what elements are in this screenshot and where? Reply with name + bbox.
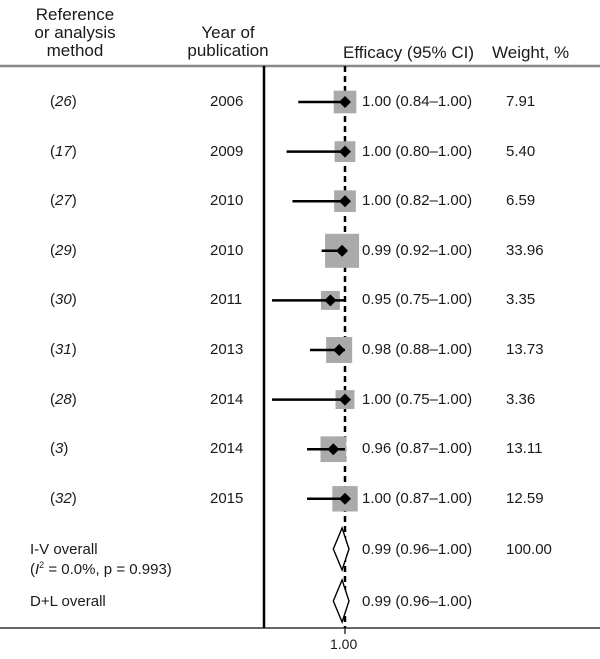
study-ci-text: 1.00 (0.80–1.00)	[362, 142, 473, 160]
point-estimate	[339, 145, 351, 158]
study-year: 2010	[210, 192, 244, 210]
point-estimate	[336, 244, 349, 257]
overall-iv-heterogeneity: (I2 = 0.0%, p = 0.993)	[30, 560, 172, 578]
study-weight: 7.91	[506, 93, 536, 110]
study-reference: (17)	[50, 142, 77, 160]
study-ci-text: 0.95 (0.75–1.00)	[362, 291, 473, 309]
overall-dl-ci-text: 0.99 (0.96–1.00)	[362, 593, 473, 610]
header-reference-line3: method	[46, 41, 104, 60]
study-ci-text: 1.00 (0.84–1.00)	[362, 93, 473, 110]
study-ci-text: 0.96 (0.87–1.00)	[362, 440, 473, 458]
study-weight: 5.40	[506, 142, 536, 160]
point-estimate	[339, 492, 351, 505]
study-year: 2011	[210, 291, 243, 309]
header-reference: Reference or analysis method	[6, 6, 144, 60]
study-year: 2010	[210, 241, 244, 259]
study-reference: (30)	[50, 291, 77, 309]
study-year: 2009	[210, 142, 244, 160]
study-ci-text: 1.00 (0.87–1.00)	[362, 489, 473, 507]
study-weight: 6.59	[506, 192, 536, 210]
study-weight: 3.36	[506, 390, 536, 408]
study-ci-text: 1.00 (0.82–1.00)	[362, 192, 473, 210]
study-weight: 13.11	[506, 440, 543, 458]
overall-iv-weight: 100.00	[506, 541, 552, 558]
point-estimate	[339, 393, 351, 406]
study-year: 2006	[210, 93, 244, 110]
header-reference-line1: Reference	[35, 5, 115, 24]
point-estimate	[339, 195, 351, 208]
study-ci-text: 0.98 (0.88–1.00)	[362, 341, 473, 358]
study-reference: (29)	[50, 241, 77, 259]
overall-dl-label: D+L overall	[30, 593, 106, 610]
study-year: 2014	[210, 390, 244, 408]
study-ci-text: 0.99 (0.92–1.00)	[362, 241, 473, 259]
overall-iv-diamond	[332, 525, 350, 573]
study-reference: (32)	[50, 489, 77, 507]
header-year-line2: publication	[187, 41, 269, 60]
x-tick-label: 1.00	[330, 636, 358, 652]
study-weight: 12.59	[506, 489, 544, 507]
header-year-line1: Year of	[201, 23, 255, 42]
study-weight: 3.35	[506, 291, 536, 309]
overall-dl-diamond	[332, 577, 350, 625]
study-year: 2015	[210, 489, 244, 507]
overall-iv-label: I-V overall	[30, 541, 98, 558]
header-year: Year of publication	[168, 24, 288, 60]
study-year: 2014	[210, 440, 244, 458]
overall-iv-ci-text: 0.99 (0.96–1.00)	[362, 541, 473, 558]
point-estimate	[339, 96, 351, 108]
header-reference-line2: or analysis	[34, 23, 116, 42]
study-reference: (27)	[50, 192, 77, 210]
header-efficacy: Efficacy (95% CI)	[343, 43, 475, 62]
study-reference: (3)	[50, 440, 69, 458]
study-ci-text: 1.00 (0.75–1.00)	[362, 390, 473, 408]
study-weight: 13.73	[506, 341, 544, 358]
study-reference: (28)	[50, 390, 77, 408]
point-estimate	[327, 443, 340, 456]
study-reference: (26)	[50, 93, 77, 110]
study-reference: (31)	[50, 341, 77, 358]
point-estimate	[333, 344, 346, 356]
study-weight: 33.96	[506, 241, 544, 259]
header-weight: Weight, %	[492, 43, 570, 62]
point-estimate	[324, 294, 337, 307]
study-year: 2013	[210, 341, 244, 358]
